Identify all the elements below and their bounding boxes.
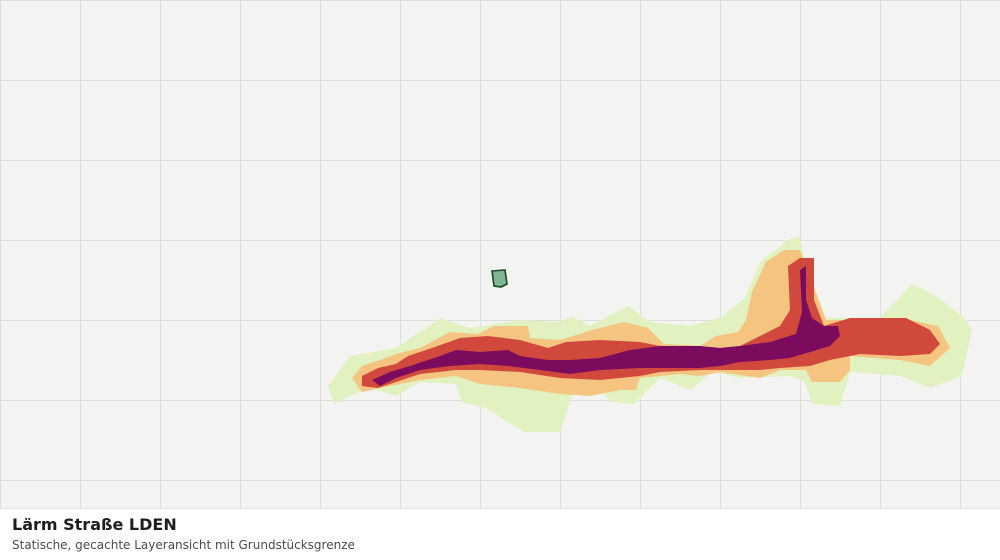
map-caption: Lärm Straße LDEN Statische, gecachte Lay…	[0, 508, 1000, 560]
noise-band-high	[372, 266, 840, 386]
property-boundary[interactable]	[491, 269, 508, 288]
noise-map-layer	[0, 0, 1000, 508]
layer-subtitle: Statische, gecachte Layeransicht mit Gru…	[12, 538, 355, 552]
map-view[interactable]	[0, 0, 1000, 508]
map-tile-grid	[0, 0, 1000, 508]
layer-title: Lärm Straße LDEN	[12, 515, 177, 534]
